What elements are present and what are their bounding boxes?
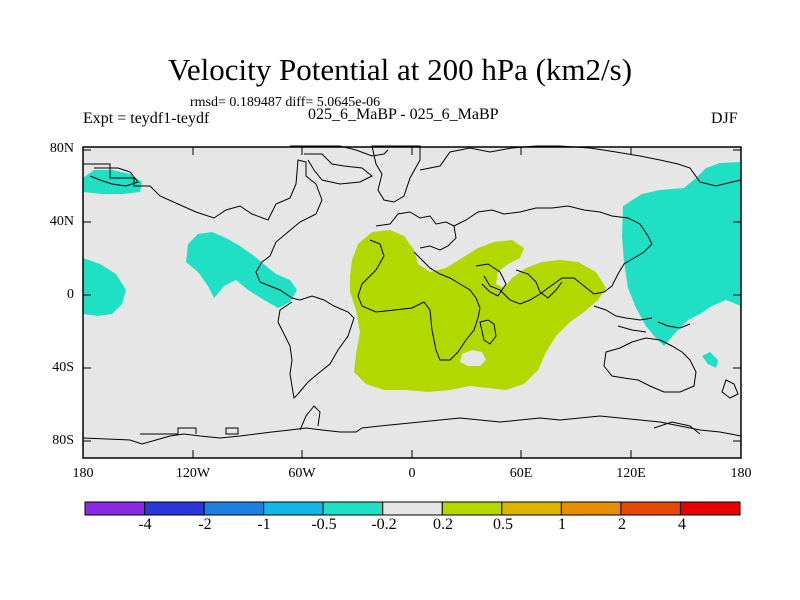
colorbar-box-9: [560, 501, 622, 516]
stats-text: rmsd= 0.189487 diff= 5.0645e-06: [190, 95, 381, 110]
hole-south-atlantic-island: [460, 350, 486, 366]
colorbar-box-1: [84, 501, 146, 516]
colorbar-box-4: [263, 501, 324, 516]
lat-label-40n: 40N: [49, 214, 74, 229]
fill-arctic-eurasia: [696, 162, 741, 184]
fill-western-pacific: [622, 162, 741, 346]
lat-label-0: 0: [67, 287, 74, 302]
lon-label-60e: 60E: [509, 466, 533, 481]
colorbar-label-9: 2: [618, 516, 626, 533]
coast-north-america: [83, 159, 323, 301]
fill-central-america: [186, 232, 297, 308]
colorbar-box-2: [144, 501, 205, 516]
lat-label-40s: 40S: [52, 360, 74, 375]
colorbar-label-10: 4: [678, 516, 686, 533]
negative-anomaly-fills: [83, 162, 741, 368]
coast-antarctic-peninsula: [299, 405, 321, 431]
coast-greenland: [371, 145, 421, 203]
coastlines: [82, 145, 742, 445]
fill-north-pacific: [83, 170, 142, 194]
colorbar-label-2: -2: [198, 516, 212, 533]
colorbar-box-6: [382, 501, 443, 516]
lon-label-0: 0: [408, 466, 416, 481]
colorbar-label-5: -0.2: [371, 516, 397, 533]
coast-arabia-india: [475, 263, 563, 299]
colorbar-box-11: [679, 501, 741, 516]
coast-canadian-arctic: [290, 145, 389, 185]
colorbar-box-5: [322, 501, 384, 516]
coast-madagascar: [479, 319, 497, 345]
coast-australia: [603, 337, 697, 393]
fill-central-pacific: [83, 258, 126, 316]
colorbar: [84, 501, 741, 516]
lon-label-120e: 120E: [616, 466, 646, 481]
coast-antarctica: [82, 415, 742, 445]
experiment-names: 025_6_MaBP - 025_6_MaBP: [308, 106, 499, 123]
coast-small-islands: [140, 421, 701, 435]
lon-label-60w: 60W: [288, 466, 316, 481]
fill-coral-sea: [702, 352, 718, 368]
colorbar-label-4: -0.5: [311, 516, 337, 533]
coast-south-america: [277, 295, 355, 400]
colorbar-box-10: [620, 501, 681, 516]
experiment-label: Expt = teydf1-teydf: [83, 110, 210, 127]
fill-africa-indian-ocean: [350, 230, 606, 392]
latitude-ticks: [83, 149, 741, 442]
coast-alaska: [89, 167, 139, 187]
lon-label-120w: 120W: [175, 466, 211, 481]
coast-africa: [357, 239, 481, 361]
season-label: DJF: [711, 110, 738, 127]
longitude-ticks: [82, 147, 742, 458]
colorbar-label-8: 1: [558, 516, 566, 533]
colorbar-label-3: -1: [257, 516, 271, 533]
coast-north-asia: [419, 145, 742, 187]
coast-new-zealand: [721, 379, 739, 399]
colorbar-label-1: -4: [138, 516, 152, 533]
lon-label-180e: 180: [730, 466, 752, 481]
coast-europe-asia: [375, 205, 653, 305]
colorbar-label-7: 0.5: [493, 516, 513, 533]
colorbar-label-6: 0.2: [433, 516, 453, 533]
colorbar-box-8: [501, 501, 562, 516]
coast-maritime: [593, 305, 691, 333]
lat-label-80n: 80N: [49, 141, 74, 156]
lat-label-80s: 80S: [52, 433, 74, 448]
lon-label-180w: 180: [72, 466, 94, 481]
colorbar-box-7: [441, 501, 503, 516]
plot-title: Velocity Potential at 200 hPa (km2/s): [167, 52, 633, 87]
colorbar-box-3: [203, 501, 265, 516]
positive-anomaly-fills: [350, 230, 606, 392]
